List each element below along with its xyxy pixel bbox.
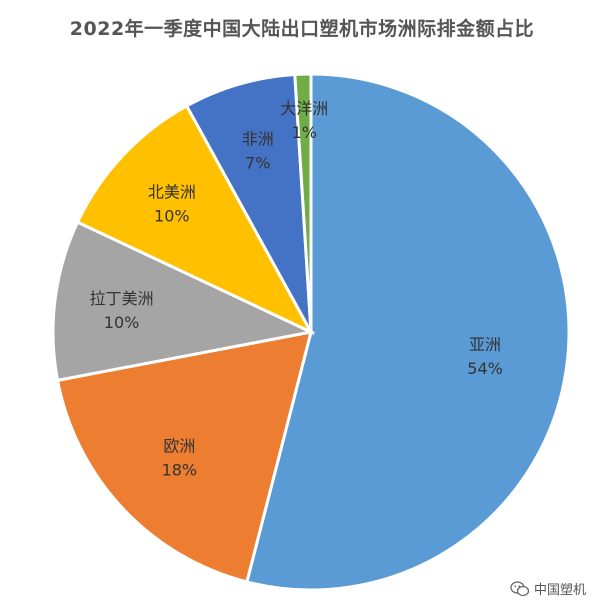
pie-slice-3 (51, 220, 316, 383)
slice-label-6: 大洋洲 (280, 99, 328, 118)
wechat-icon (510, 580, 530, 596)
slice-label-4: 北美洲 (148, 182, 196, 201)
slice-label-2: 欧洲 (163, 437, 195, 456)
pie-slice-5 (184, 72, 313, 333)
slice-label-1: 亚洲 (469, 335, 501, 354)
slice-label-3: 拉丁美洲 (90, 289, 154, 308)
slice-percent-3: 10% (104, 313, 140, 332)
slice-percent-4: 10% (154, 206, 190, 225)
slice-label-5: 非洲 (242, 130, 274, 149)
watermark: 中国塑机 (510, 579, 586, 598)
pie-slice-6 (293, 72, 313, 333)
watermark-text: 中国塑机 (533, 583, 586, 598)
pie-slice-2 (55, 330, 314, 584)
slice-percent-5: 7% (245, 154, 270, 173)
pie-slice-1 (245, 72, 571, 592)
pie-labels: 亚洲 54% 欧洲 18% 拉丁美洲 10% 北美洲 10% 非洲 7% 大洋洲 1% (90, 99, 503, 480)
slice-percent-6: 1% (292, 123, 317, 142)
slice-percent-2: 18% (162, 461, 198, 480)
slice-percent-1: 54% (467, 359, 503, 378)
pie-slices (51, 72, 571, 592)
pie-slice-4 (75, 103, 315, 336)
chart-title: 2022年一季度中国大陆出口塑机市场洲际排金额占比 (69, 18, 535, 40)
